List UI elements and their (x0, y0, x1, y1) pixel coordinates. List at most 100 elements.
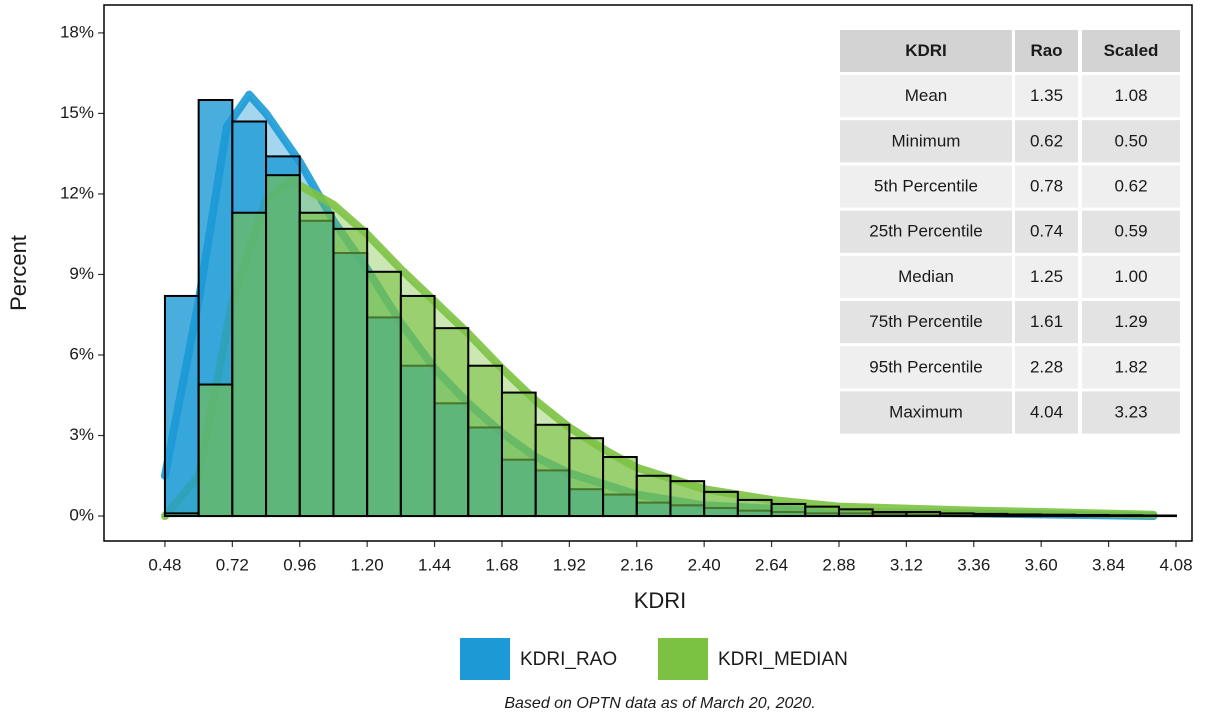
y-tick-label: 6% (69, 344, 94, 363)
y-tick-label: 9% (69, 264, 94, 283)
x-tick-label: 0.96 (283, 555, 316, 574)
table-cell (840, 75, 1012, 118)
table-cell-text: 75th Percentile (869, 312, 982, 331)
histogram-bar (433, 327, 470, 518)
table-cell (1082, 75, 1180, 118)
histogram-bar (972, 512, 1009, 518)
x-axis-title: KDRI (634, 588, 687, 613)
x-tick-label: 2.64 (755, 555, 788, 574)
histogram-bar (568, 437, 605, 518)
table-cell (840, 391, 1012, 434)
table-cell (1015, 255, 1078, 298)
histogram-bar (770, 502, 807, 518)
table-cell-text: 25th Percentile (869, 222, 982, 241)
legend-label: KDRI_MEDIAN (718, 649, 848, 670)
table-cell-text: 1.82 (1114, 357, 1147, 376)
x-tick-label: 1.92 (553, 555, 586, 574)
table-cell-text: 0.62 (1114, 176, 1147, 195)
table-cell (840, 255, 1012, 298)
table-cell (1082, 255, 1180, 298)
histogram-bar (1107, 514, 1144, 518)
table-cell-text: 4.04 (1030, 402, 1063, 421)
table-cell-text: 0.59 (1114, 222, 1147, 241)
histogram-bar (500, 391, 537, 518)
table-cell-text: 1.61 (1030, 312, 1063, 331)
table-header-cell (1015, 30, 1078, 72)
table-cell (1015, 210, 1078, 253)
histogram-bar (163, 512, 200, 518)
table-cell (1082, 120, 1180, 163)
x-tick-label: 4.08 (1159, 555, 1192, 574)
histogram-bar (1073, 513, 1110, 518)
table-cell-text: 1.35 (1030, 86, 1063, 105)
y-tick-label: 18% (60, 22, 94, 41)
table-cell (840, 346, 1012, 389)
table-cell (1015, 120, 1078, 163)
x-tick-label: 1.68 (485, 555, 518, 574)
table-cell (1082, 165, 1180, 208)
x-tick-label: 3.12 (890, 555, 923, 574)
table-cell (1082, 346, 1180, 389)
table-cell-text: Maximum (889, 402, 963, 421)
x-tick-label: 2.16 (620, 555, 653, 574)
x-tick-label: 3.84 (1092, 555, 1125, 574)
histogram-bar (265, 174, 301, 518)
table-cell-text: 1.25 (1030, 267, 1063, 286)
table-cell-text: 0.74 (1030, 222, 1063, 241)
x-tick-label: 1.20 (351, 555, 384, 574)
histogram-bar (804, 505, 840, 518)
table-cell-text: 3.23 (1114, 402, 1147, 421)
legend-swatch (460, 638, 510, 680)
plot-frame (103, 4, 1193, 542)
table-header: Rao (1030, 41, 1062, 60)
legend-label: KDRI_RAO (520, 649, 617, 670)
table-cell (840, 210, 1012, 253)
table-header-cell (840, 30, 1012, 72)
histogram-bar (534, 423, 571, 518)
histogram-bar (669, 480, 706, 518)
table-header: Scaled (1104, 41, 1159, 60)
y-tick-label: 15% (60, 103, 94, 122)
x-tick-label: 0.72 (216, 555, 249, 574)
histogram-bar (736, 498, 773, 518)
table-cell-text: 95th Percentile (869, 357, 982, 376)
histogram-bar (298, 211, 335, 518)
histogram-bar (1006, 513, 1043, 518)
histogram-bar (399, 294, 436, 518)
table-cell-text: 0.62 (1030, 131, 1063, 150)
table-cell (840, 120, 1012, 163)
table-cell (1015, 346, 1078, 389)
table-cell-text: 1.00 (1114, 267, 1147, 286)
y-tick-label: 0% (69, 506, 94, 525)
table-cell (1015, 165, 1078, 208)
caption: Based on OPTN data as of March 20, 2020. (504, 695, 815, 712)
table-cell (1015, 75, 1078, 118)
table-cell (1082, 210, 1180, 253)
histogram-bar (871, 511, 908, 518)
x-tick-label: 2.88 (822, 555, 855, 574)
legend-swatch (658, 638, 708, 680)
table-header-cell (1082, 30, 1180, 72)
y-axis-title: Percent (6, 235, 31, 311)
histogram-bar (939, 512, 975, 518)
histogram-bar (163, 294, 200, 518)
table-cell (1015, 391, 1078, 434)
x-tick-label: 1.44 (418, 555, 451, 574)
x-tick-label: 2.40 (688, 555, 721, 574)
table-cell-text: 2.28 (1030, 357, 1063, 376)
x-tick-label: 3.36 (957, 555, 990, 574)
histogram-bar (602, 455, 638, 518)
table-cell-text: 5th Percentile (874, 176, 978, 195)
table-cell (840, 165, 1012, 208)
table-cell (1082, 301, 1180, 344)
table-cell-text: Median (898, 267, 954, 286)
histogram-bar (197, 383, 234, 518)
table-cell (1082, 391, 1180, 434)
y-tick-label: 12% (60, 183, 94, 202)
histogram-bar (332, 227, 369, 518)
histogram-bar (467, 364, 503, 518)
table-cell (840, 301, 1012, 344)
table-cell-text: 1.29 (1114, 312, 1147, 331)
table-cell (1015, 301, 1078, 344)
